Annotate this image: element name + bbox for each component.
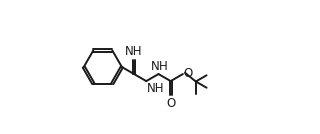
Text: H: H xyxy=(159,60,168,73)
Text: N: N xyxy=(150,60,159,73)
Text: O: O xyxy=(166,97,175,110)
Text: O: O xyxy=(183,67,193,80)
Text: NH: NH xyxy=(125,45,143,58)
Text: NH: NH xyxy=(147,82,164,95)
